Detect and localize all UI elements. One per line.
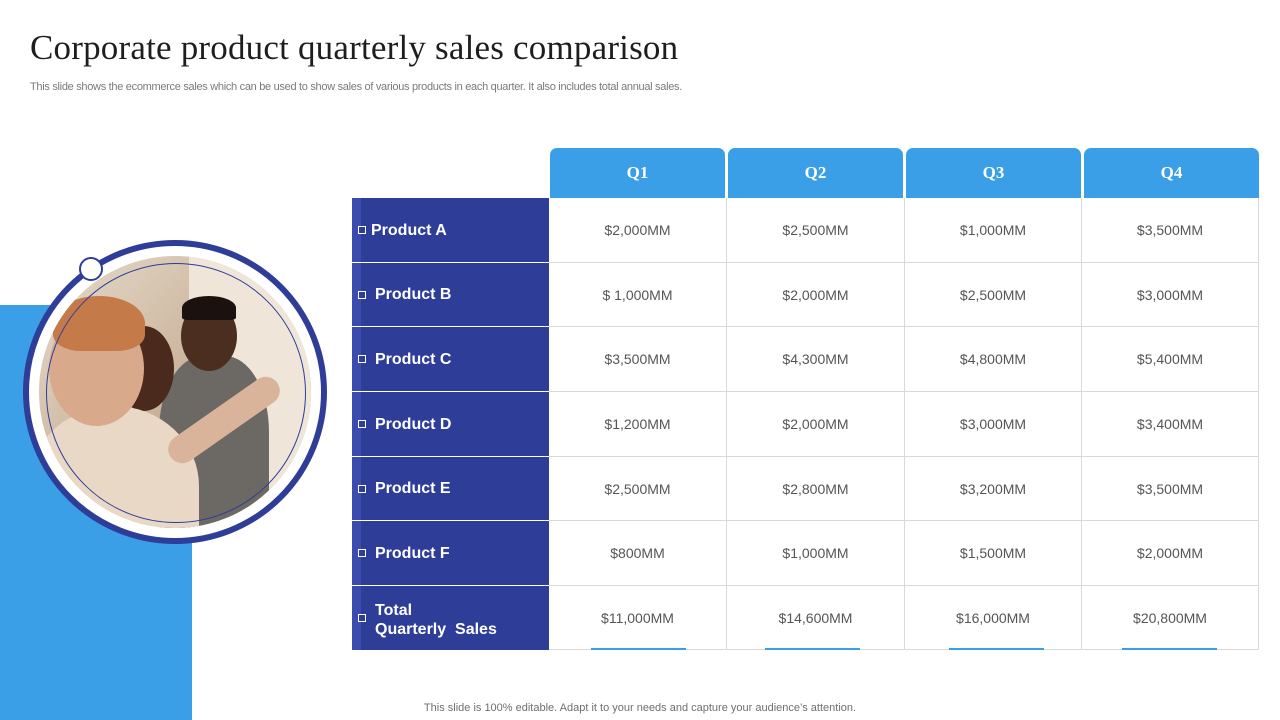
square-bullet-icon [358,484,366,493]
table-cell: $11,000MM [549,586,727,650]
table-cell: $2,800MM [727,457,905,521]
table-cell: $3,400MM [1082,392,1259,457]
table-cell: $14,600MM [727,586,905,650]
total-underline [591,648,686,650]
table-cell: $3,500MM [549,327,727,392]
table-cell: $3,200MM [905,457,1082,521]
table-cell: $4,800MM [905,327,1082,392]
table-cell: $20,800MM [1082,586,1259,650]
page-title: Corporate product quarterly sales compar… [30,28,679,67]
square-bullet-icon [358,355,366,363]
team-photo [23,240,327,544]
square-bullet-icon [358,420,366,428]
table-cell: $2,000MM [727,392,905,457]
row-label-line-1: Total [375,601,413,619]
square-bullet-icon [358,226,366,234]
total-underline [765,648,860,650]
table-cell: $16,000MM [905,586,1082,650]
row-label-text: Product E [375,480,451,497]
table-cell: $1,000MM [905,198,1082,263]
table-cell: $5,400MM [1082,327,1259,392]
table-cell: $ 1,000MM [549,263,727,327]
row-label-product-c: Product C [352,327,549,392]
table-cell: $2,000MM [549,198,727,263]
table-cell: $800MM [549,521,727,586]
table-cell: $4,300MM [727,327,905,392]
page-subtitle: This slide shows the ecommerce sales whi… [30,81,682,93]
row-label-text: Product C [375,350,452,368]
row-label-line-2: Quarterly Sales [375,620,497,638]
decorative-ring-dot [79,257,103,281]
square-bullet-icon [358,290,366,299]
column-header-q2: Q2 [728,148,903,198]
row-label-text: Product F [375,544,450,562]
table-cell: $3,000MM [905,392,1082,457]
column-header-q1: Q1 [550,148,725,198]
team-photo-image [39,256,311,528]
total-underline [1122,648,1217,650]
row-label-product-d: Product D [352,392,549,457]
column-header-q3: Q3 [906,148,1081,198]
row-label-product-a: Product A [352,198,549,263]
footer-note: This slide is 100% editable. Adapt it to… [423,702,857,714]
row-label-text: Product D [375,415,452,433]
row-label-product-e: Product E [352,457,549,521]
table-cell: $1,000MM [727,521,905,586]
row-label-total-quarterly-sales: Total Quarterly Sales [352,586,549,650]
column-header-q4: Q4 [1084,148,1259,198]
square-bullet-icon [358,549,366,557]
table-cell: $3,500MM [1082,198,1259,263]
table-cell: $1,500MM [905,521,1082,586]
row-label-product-b: Product B [352,263,549,327]
table-cell: $2,000MM [1082,521,1259,586]
total-underline [949,648,1044,650]
row-label-text: Product A [371,221,447,239]
row-label-text: Total Quarterly Sales [375,601,497,639]
table-cell: $2,500MM [727,198,905,263]
row-label-product-f: Product F [352,521,549,586]
table-cell: $2,000MM [727,263,905,327]
table-cell: $3,500MM [1082,457,1259,521]
table-cell: $3,000MM [1082,263,1259,327]
table-cell: $1,200MM [549,392,727,457]
row-label-text: Product B [375,286,452,303]
table-cell: $2,500MM [549,457,727,521]
square-bullet-icon [358,614,366,622]
table-cell: $2,500MM [905,263,1082,327]
